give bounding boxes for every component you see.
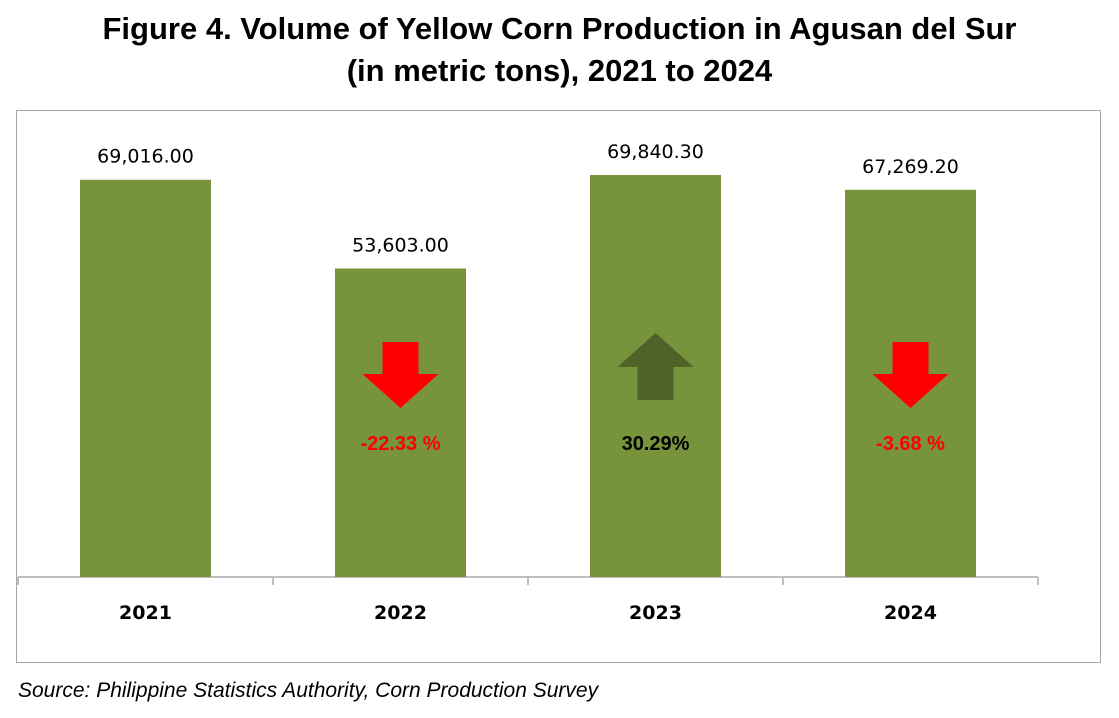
x-tick-label-2021: 2021: [119, 602, 172, 624]
change-label-2022: -22.33 %: [360, 433, 440, 455]
chart-title-line-2: (in metric tons), 2021 to 2024: [346, 53, 773, 88]
up-arrow-icon-2023: [617, 333, 694, 400]
x-tick-label-2024: 2024: [884, 602, 937, 624]
chart-title-line-1: Figure 4. Volume of Yellow Corn Producti…: [102, 11, 1017, 46]
data-label-2022: 53,603.00: [352, 234, 449, 256]
x-tick-label-2023: 2023: [629, 602, 682, 624]
source-note: Source: Philippine Statistics Authority,…: [18, 679, 599, 702]
down-arrow-icon-2022: [362, 342, 439, 408]
change-label-2024: -3.68 %: [876, 433, 945, 455]
chart-title: Figure 4. Volume of Yellow Corn Producti…: [0, 8, 1119, 92]
data-label-2021: 69,016.00: [97, 146, 194, 168]
chart-area: [16, 110, 1101, 663]
bar-2021: [80, 179, 211, 577]
change-label-2023: 30.29%: [622, 433, 690, 455]
x-tick-label-2022: 2022: [374, 602, 427, 624]
bar-2022: [335, 268, 466, 577]
data-label-2023: 69,840.30: [607, 141, 704, 163]
down-arrow-icon-2024: [872, 342, 949, 408]
data-label-2024: 67,269.20: [862, 156, 959, 178]
